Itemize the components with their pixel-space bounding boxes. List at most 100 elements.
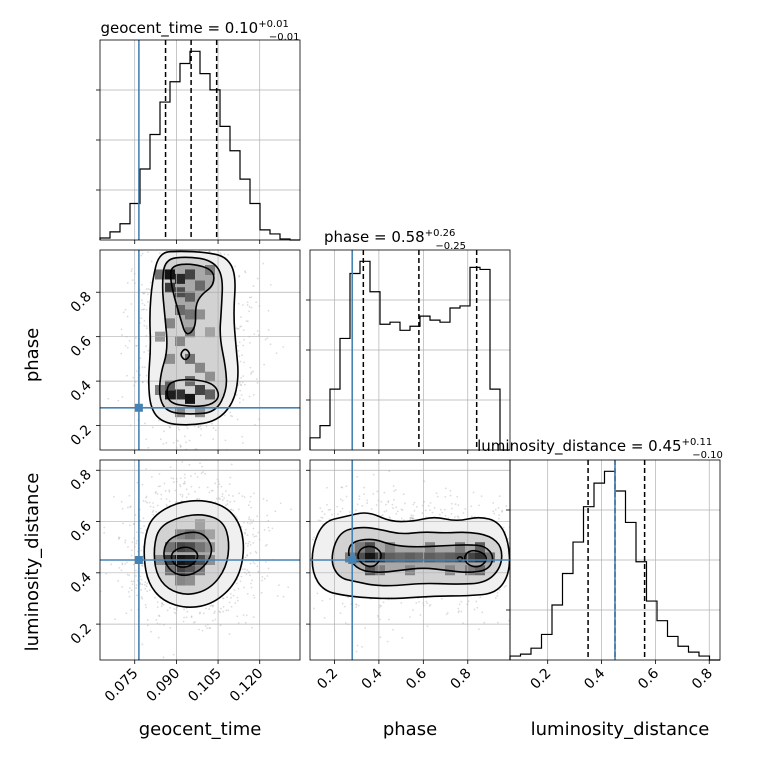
- scatter-point: [593, 521, 595, 523]
- scatter-point: [304, 315, 306, 317]
- scatter-point: [208, 250, 211, 253]
- scatter-point: [255, 301, 258, 304]
- scatter-point: [256, 330, 259, 332]
- scatter-point: [457, 516, 460, 519]
- scatter-point: [227, 609, 230, 612]
- scatter-point: [240, 575, 243, 578]
- scatter-point: [140, 317, 143, 320]
- scatter-point: [257, 504, 259, 506]
- scatter-point: [525, 548, 527, 550]
- contour-line: [357, 545, 382, 568]
- scatter-point: [411, 517, 414, 520]
- scatter-point: [307, 534, 309, 536]
- scatter-point: [393, 498, 395, 501]
- scatter-point: [248, 516, 251, 519]
- title-geocent-time: geocent_time = 0.10+0.01 −0.01: [101, 19, 300, 43]
- scatter-point: [249, 574, 251, 577]
- scatter-point: [321, 599, 324, 602]
- title-phase-main: phase = 0.58: [324, 228, 425, 246]
- scatter-point: [244, 271, 247, 274]
- scatter-point: [503, 586, 506, 588]
- scatter-point: [548, 566, 550, 568]
- scatter-point: [361, 645, 363, 648]
- scatter-point: [515, 539, 517, 541]
- scatter-point: [409, 516, 411, 519]
- scatter-point: [515, 550, 517, 552]
- scatter-point: [205, 231, 207, 233]
- scatter-point: [382, 601, 385, 604]
- scatter-point: [446, 612, 449, 614]
- scatter-point: [117, 399, 120, 402]
- scatter-point: [238, 275, 241, 278]
- scatter-point: [132, 376, 135, 379]
- scatter-point: [248, 540, 251, 543]
- scatter-point: [232, 495, 234, 497]
- scatter-point: [470, 515, 473, 518]
- scatter-point: [198, 498, 201, 500]
- scatter-point: [120, 328, 123, 331]
- scatter-point: [92, 618, 94, 620]
- scatter-point: [141, 366, 144, 369]
- scatter-point: [262, 569, 264, 571]
- scatter-point: [264, 561, 267, 563]
- scatter-point: [188, 439, 191, 442]
- x-tick-label-luminosity-distance: 0.2: [527, 666, 554, 693]
- scatter-point: [379, 604, 381, 607]
- scatter-point: [146, 582, 149, 585]
- scatter-point: [483, 621, 486, 624]
- scatter-point: [183, 229, 185, 231]
- density-cell: [395, 552, 405, 563]
- scatter-point: [363, 493, 365, 496]
- scatter-point: [202, 471, 204, 473]
- scatter-point: [427, 504, 430, 507]
- scatter-point: [265, 543, 268, 546]
- density-cell: [385, 542, 395, 553]
- scatter-point: [255, 378, 258, 380]
- scatter-point: [194, 472, 197, 475]
- scatter-point: [220, 607, 222, 610]
- scatter-point: [363, 486, 366, 489]
- scatter-point: [237, 349, 240, 352]
- scatter-point: [68, 469, 70, 471]
- scatter-point: [143, 583, 146, 586]
- scatter-point: [124, 308, 127, 311]
- scatter-point: [130, 589, 133, 592]
- scatter-point: [285, 567, 287, 569]
- scatter-point: [529, 545, 531, 547]
- truth-marker: [348, 556, 357, 564]
- x-axis-label-geocent-time: geocent_time: [139, 719, 262, 740]
- scatter-point: [337, 513, 339, 516]
- scatter-point: [168, 490, 171, 493]
- scatter-point: [118, 536, 121, 539]
- x-tick-label-geocent-time: 0.105: [185, 666, 225, 706]
- scatter-point: [198, 612, 201, 615]
- contour-line: [331, 526, 503, 587]
- density-cell: [195, 542, 205, 553]
- scatter-point: [163, 453, 165, 455]
- scatter-point: [527, 586, 529, 588]
- scatter-point: [168, 500, 171, 503]
- scatter-point: [429, 501, 432, 504]
- scatter-point: [508, 619, 510, 622]
- scatter-point: [183, 435, 186, 438]
- scatter-point: [250, 371, 253, 374]
- scatter-point: [128, 339, 131, 342]
- scatter-point: [169, 626, 172, 629]
- scatter-point: [145, 606, 148, 609]
- scatter-point: [224, 463, 226, 465]
- scatter-point: [249, 552, 252, 555]
- scatter-point: [121, 396, 124, 398]
- scatter-point: [146, 619, 149, 621]
- scatter-point: [520, 583, 522, 585]
- scatter-point: [243, 496, 246, 499]
- scatter-point: [355, 509, 357, 512]
- scatter-point: [141, 532, 144, 534]
- scatter-point: [375, 504, 378, 506]
- scatter-point: [256, 565, 259, 568]
- scatter-point: [172, 477, 175, 480]
- scatter-point: [140, 254, 143, 257]
- scatter-point: [206, 194, 208, 196]
- scatter-point: [294, 563, 296, 565]
- scatter-point: [152, 506, 155, 509]
- scatter-point: [244, 531, 246, 534]
